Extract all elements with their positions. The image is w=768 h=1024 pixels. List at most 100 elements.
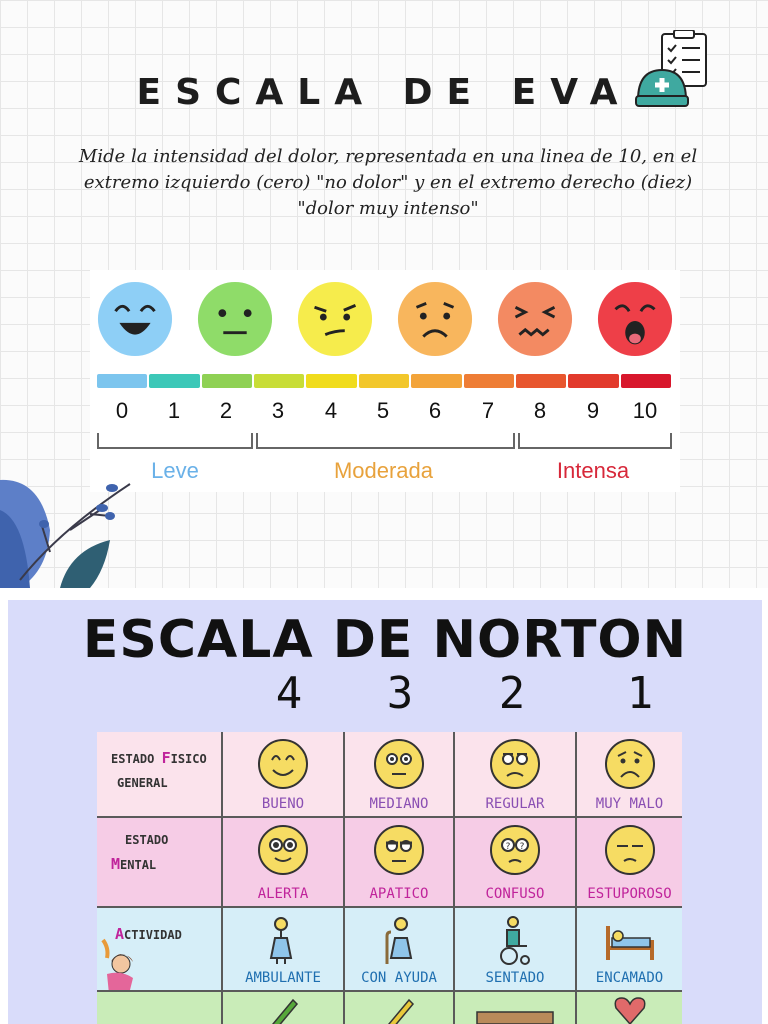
norton-title: ESCALA DE NORTON xyxy=(82,610,688,670)
cell-label: ALERTA xyxy=(257,886,309,902)
table-cell xyxy=(223,992,345,1024)
face-regular-icon xyxy=(490,739,540,789)
cell-label: AMBULANTE xyxy=(245,970,321,986)
table-cell: ?? CONFUSO xyxy=(455,818,577,906)
bracket-leve xyxy=(97,433,253,449)
scale-segment xyxy=(306,374,357,388)
cell-label: CON AYUDA xyxy=(361,970,437,986)
svg-text:?: ? xyxy=(520,842,525,852)
cell-label: MUY MALO xyxy=(595,796,664,812)
eva-title: ESCALA DE EVA xyxy=(136,72,632,113)
cell-label: ESTUPOROSO xyxy=(587,886,672,902)
face-mild-pain-icon xyxy=(197,281,273,357)
norton-table: ESTADO FISICO GENERAL BUENO MEDIANO REGU… xyxy=(97,732,682,1024)
row-label-text: ESTADO xyxy=(125,833,169,847)
score-header: 3 xyxy=(386,668,414,719)
scale-number: 8 xyxy=(533,398,547,423)
face-stuporous-icon xyxy=(604,825,655,875)
row-divider xyxy=(97,990,682,992)
face-apathetic-icon xyxy=(374,825,424,875)
svg-text:?: ? xyxy=(506,842,511,852)
row-label-cell: ACTIVIDAD xyxy=(97,908,223,994)
eva-panel: ESCALA DE EVA Mide la intensidad del dol… xyxy=(0,0,768,588)
scale-number: 10 xyxy=(632,398,658,423)
table-cell: REGULAR xyxy=(455,732,577,816)
table-cell: MEDIANO xyxy=(345,732,455,816)
mermaid-girl-decoration-icon xyxy=(101,938,133,994)
scale-segment xyxy=(201,374,253,388)
face-confused-icon: ?? xyxy=(490,825,540,875)
row-label-cell: ESTADO FISICO GENERAL xyxy=(97,732,223,816)
table-cell: ALERTA xyxy=(223,818,345,906)
cell-label: SENTADO xyxy=(485,970,545,986)
nurse-cap-clipboard-icon xyxy=(635,30,707,107)
row-divider xyxy=(97,906,682,908)
scale-number: 1 xyxy=(167,398,181,423)
scale-number: 9 xyxy=(586,398,600,423)
row-label-text: ENTAL xyxy=(120,858,157,872)
cell-label: APATICO xyxy=(369,886,429,902)
row-label-text: ESTADO xyxy=(111,752,162,766)
scale-segment xyxy=(254,374,305,388)
scale-segment xyxy=(358,374,410,388)
row-label-cell xyxy=(97,992,223,1024)
scale-number: 5 xyxy=(376,398,390,423)
walking-person-icon xyxy=(269,917,293,964)
norton-panel: ESCALA DE NORTON 4 3 2 1 ESTADO FISICO G… xyxy=(8,600,762,1024)
table-cell: ENCAMADO xyxy=(577,908,682,990)
pain-scale-bar xyxy=(97,374,671,390)
face-medium-icon xyxy=(374,739,424,789)
face-no-pain-icon xyxy=(97,281,173,357)
table-cell: MUY MALO xyxy=(577,732,682,816)
scale-segment xyxy=(97,374,148,388)
scale-segment xyxy=(149,374,200,388)
scale-number: 0 xyxy=(115,398,129,423)
cell-label: ENCAMADO xyxy=(595,970,664,986)
cell-label: CONFUSO xyxy=(485,886,545,902)
table-cell xyxy=(345,992,455,1024)
table-cell: APATICO xyxy=(345,818,455,906)
category-moderada: Moderada xyxy=(333,458,434,483)
bracket-moderada xyxy=(256,433,515,449)
plant-decoration-icon xyxy=(0,479,131,588)
bracket-intensa xyxy=(518,433,672,449)
row-label: ESTADO FISICO GENERAL xyxy=(111,746,207,795)
row-label: ESTADO MENTAL xyxy=(111,828,168,877)
row-label-initial: A xyxy=(115,925,125,943)
scale-segment xyxy=(515,374,567,388)
score-header: 1 xyxy=(626,668,654,719)
table-cell xyxy=(577,992,682,1024)
row-label-cell: ESTADO MENTAL xyxy=(97,818,223,906)
wheelchair-icon xyxy=(500,916,530,965)
cell-label: BUENO xyxy=(261,796,305,812)
eva-scale-card: 0 1 2 3 4 5 6 7 8 9 10 Leve Moderada Int… xyxy=(90,270,680,492)
table-row: ESTADO FISICO GENERAL BUENO MEDIANO REGU… xyxy=(97,732,682,816)
scale-number: 3 xyxy=(271,398,285,423)
table-row xyxy=(97,992,682,1024)
panel-separator xyxy=(0,588,768,600)
person-with-cane-icon xyxy=(385,917,413,964)
table-row: ESTADO MENTAL ALERTA APATICO ?? CONFUSO … xyxy=(97,818,682,906)
row-label-text: CTIVIDAD xyxy=(124,928,182,942)
heart-icon xyxy=(614,997,646,1024)
face-moderate-pain-icon xyxy=(297,281,373,357)
row-label-initial: F xyxy=(161,749,171,767)
table-cell: CON AYUDA xyxy=(345,908,455,990)
table-cell: ESTUPOROSO xyxy=(577,818,682,906)
scale-number: 2 xyxy=(219,398,233,423)
scale-number: 6 xyxy=(428,398,442,423)
table-cell: AMBULANTE xyxy=(223,908,345,990)
eva-description: Mide la intensidad del dolor, representa… xyxy=(78,146,698,219)
table-row: ACTIVIDAD AMBULANTE CON AYUDA SENTAD xyxy=(97,908,682,994)
bedridden-icon xyxy=(605,926,654,960)
scale-number: 7 xyxy=(481,398,495,423)
category-leve: Leve xyxy=(151,458,199,483)
row-label-initial: M xyxy=(111,855,121,873)
bar-icon xyxy=(476,1011,554,1024)
pencil-yellow-icon xyxy=(388,998,415,1024)
face-good-icon xyxy=(258,739,308,789)
face-alert-icon xyxy=(258,825,308,875)
face-severe-pain-icon xyxy=(497,281,573,357)
scale-segment xyxy=(568,374,619,388)
table-cell: BUENO xyxy=(223,732,345,816)
